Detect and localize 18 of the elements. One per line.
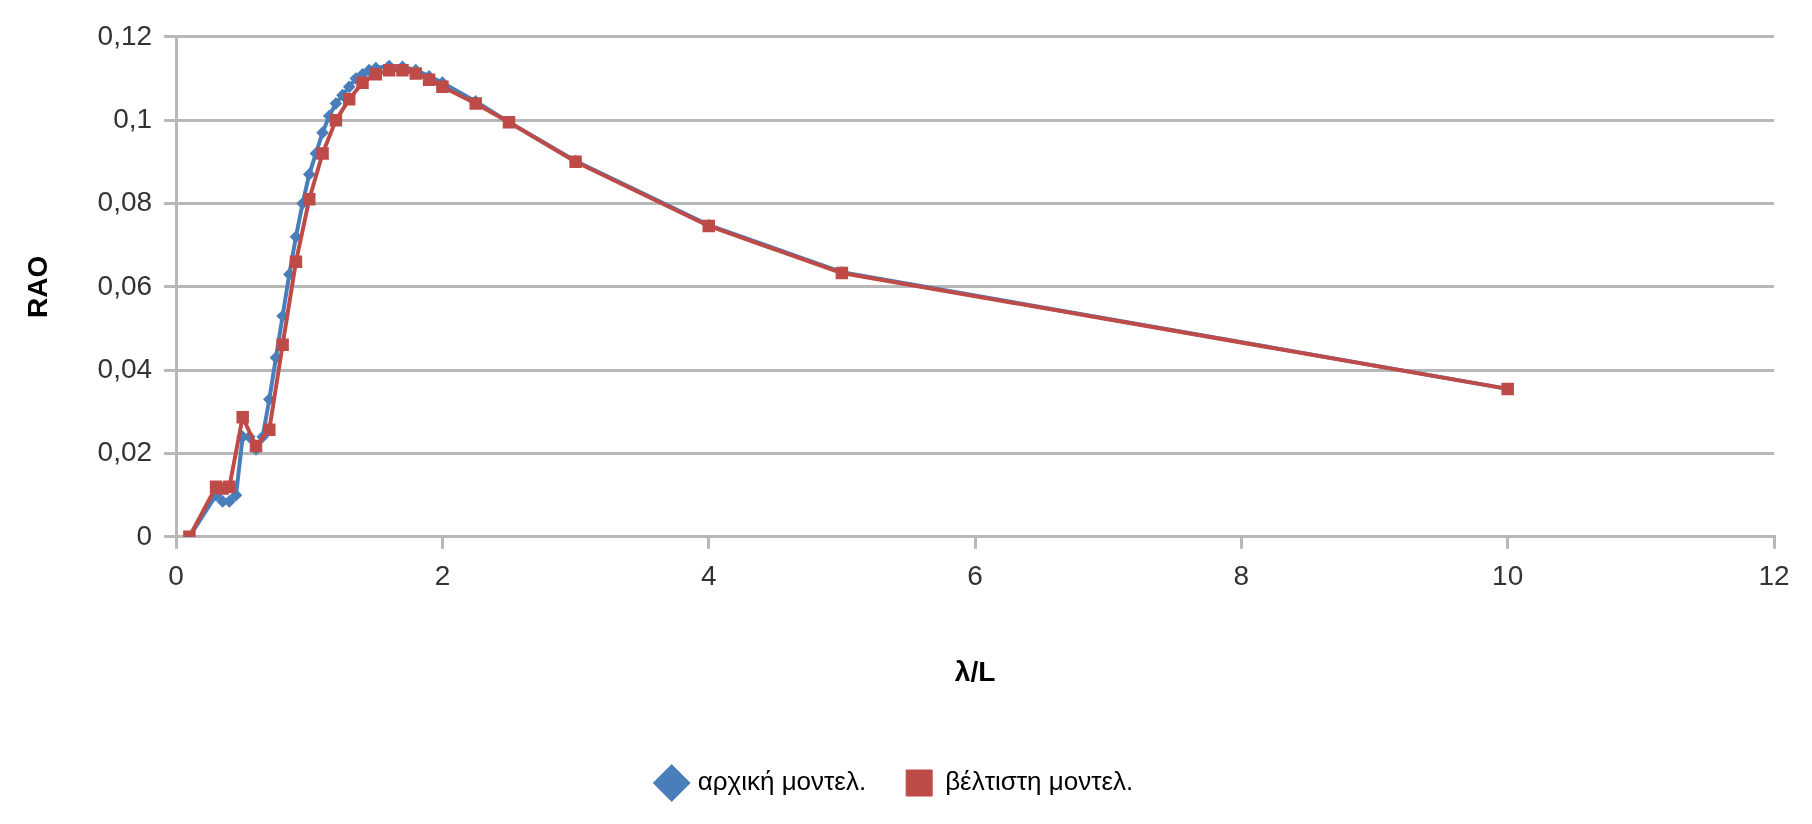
y-tick-label: 0,12 (97, 19, 153, 51)
y-tick-label: 0 (136, 519, 153, 551)
y-tick-label: 0,1 (113, 102, 153, 134)
y-tick-label: 0,04 (97, 352, 153, 384)
x-axis-title: λ/L (954, 655, 996, 687)
x-tick-label: 8 (1233, 560, 1250, 592)
x-tick-label: 6 (967, 560, 983, 592)
x-tick-label: 10 (1492, 560, 1524, 592)
y-tick-label: 0,08 (97, 186, 153, 218)
y-axis-title: RAO (21, 255, 53, 318)
legend-label: βέλτιστη μοντελ. (945, 766, 1134, 797)
x-tick-label: 2 (434, 560, 451, 592)
x-tick-label: 0 (168, 560, 184, 592)
legend-label: αρχική μοντελ. (697, 766, 867, 797)
y-tick-label: 0,02 (97, 436, 153, 468)
x-tick-label: 4 (700, 560, 717, 592)
y-tick-label: 0,06 (97, 269, 153, 301)
x-tick-label: 12 (1758, 560, 1790, 592)
